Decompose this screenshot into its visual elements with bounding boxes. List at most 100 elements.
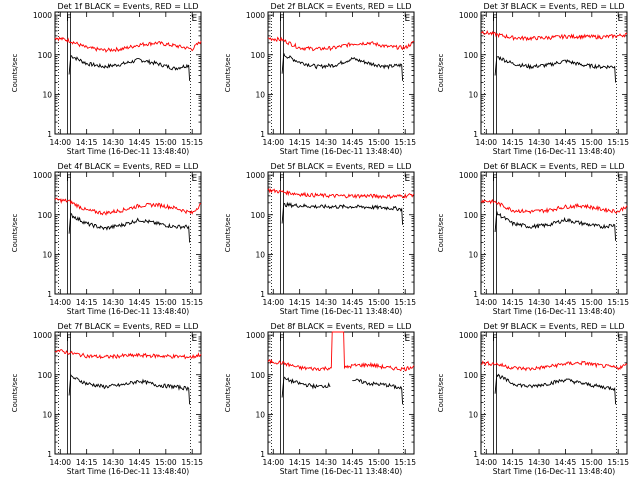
series-line-lld: [54, 349, 202, 360]
y-tick-label: 1: [47, 290, 52, 299]
panel-title: Det 9f BLACK = Events, RED = LLD: [483, 322, 624, 331]
x-tick-label: 14:15: [502, 298, 524, 307]
series-line-lld: [480, 198, 628, 215]
marker-e-label: E: [191, 334, 197, 344]
panel-title: Det 5f BLACK = Events, RED = LLD: [270, 162, 411, 171]
x-tick-label: 15:00: [581, 458, 603, 467]
x-tick-label: 14:45: [555, 298, 577, 307]
marker-f-label: F: [279, 174, 284, 184]
series-line-lld: [480, 29, 628, 42]
y-tick-label: 1000: [459, 331, 478, 340]
x-tick-label: 14:00: [49, 138, 71, 147]
x-tick-label: 14:00: [49, 298, 71, 307]
y-tick-label: 1000: [246, 171, 265, 180]
plot-frame: [480, 171, 628, 295]
x-tick-label: 15:15: [607, 138, 629, 147]
y-tick-label: 1000: [459, 11, 478, 20]
y-tick-label: 100: [464, 51, 479, 60]
x-tick-label: 15:15: [607, 458, 629, 467]
panel-title: Det 7f BLACK = Events, RED = LLD: [57, 322, 198, 331]
panel-title: Det 1f BLACK = Events, RED = LLD: [57, 2, 198, 11]
panel-det-3: Det 3f BLACK = Events, RED = LLD 1 10 100 10…: [437, 2, 629, 156]
x-tick-label: 15:00: [581, 298, 603, 307]
x-tick-label: 15:15: [181, 298, 203, 307]
x-axis-label: Start Time (16-Dec-11 13:48:40): [280, 307, 402, 316]
series-line-events: [494, 56, 617, 83]
y-tick-label: 10: [255, 410, 265, 419]
x-tick-label: 14:30: [315, 298, 337, 307]
y-tick-label: 100: [38, 211, 53, 220]
panel-title: Det 2f BLACK = Events, RED = LLD: [270, 2, 411, 11]
y-tick-label: 1: [260, 450, 265, 459]
y-tick-label: 1: [473, 290, 478, 299]
x-tick-label: 14:30: [315, 138, 337, 147]
y-tick-label: 1000: [459, 171, 478, 180]
x-tick-label: 14:15: [502, 458, 524, 467]
marker-f-label: F: [66, 174, 71, 184]
x-axis-label: Start Time (16-Dec-11 13:48:40): [493, 147, 615, 156]
x-tick-label: 14:15: [76, 458, 98, 467]
y-tick-label: 100: [464, 371, 479, 380]
x-tick-label: 15:15: [181, 458, 203, 467]
x-tick-label: 15:15: [394, 298, 416, 307]
series-line-lld: [54, 197, 202, 216]
x-tick-label: 14:00: [262, 458, 284, 467]
x-tick-label: 14:45: [129, 298, 151, 307]
y-axis-label: Counts/sec: [11, 54, 19, 93]
series-line-lld: [267, 36, 415, 52]
y-tick-label: 10: [255, 90, 265, 99]
series-line-events: [494, 373, 617, 405]
marker-e-label: E: [617, 14, 623, 24]
x-tick-label: 15:00: [368, 298, 390, 307]
panel-det-1: Det 1f BLACK = Events, RED = LLD 1 10 100 10…: [11, 2, 203, 156]
x-tick-label: 14:15: [76, 298, 98, 307]
y-tick-label: 1: [473, 450, 478, 459]
panel-title: Det 3f BLACK = Events, RED = LLD: [483, 2, 624, 11]
x-tick-label: 15:00: [368, 138, 390, 147]
series-line-lld: [267, 188, 415, 200]
marker-f-label: F: [66, 14, 71, 24]
series-line-events: [281, 201, 404, 225]
x-axis-label: Start Time (16-Dec-11 13:48:40): [280, 147, 402, 156]
y-tick-label: 1: [260, 290, 265, 299]
y-axis-label: Counts/sec: [11, 214, 19, 253]
y-tick-label: 10: [42, 250, 52, 259]
marker-e-label: E: [404, 174, 410, 184]
y-axis-label: Counts/sec: [437, 214, 445, 253]
y-tick-label: 1000: [246, 331, 265, 340]
panel-det-8: Det 8f BLACK = Events, RED = LLD 1 10 100 10…: [224, 322, 416, 476]
x-tick-label: 15:00: [155, 138, 177, 147]
x-tick-label: 14:45: [555, 458, 577, 467]
x-tick-label: 14:15: [289, 458, 311, 467]
y-axis-label: Counts/sec: [224, 214, 232, 253]
y-tick-label: 1000: [33, 171, 52, 180]
x-tick-label: 14:30: [528, 458, 550, 467]
x-axis-label: Start Time (16-Dec-11 13:48:40): [67, 467, 189, 476]
series-line-lld: [480, 360, 628, 372]
x-tick-label: 15:15: [394, 138, 416, 147]
series-line-lld: [267, 331, 415, 372]
x-tick-label: 14:30: [315, 458, 337, 467]
y-axis-label: Counts/sec: [224, 374, 232, 413]
x-tick-label: 14:45: [342, 138, 364, 147]
series-line-events: [281, 53, 404, 81]
x-tick-label: 15:00: [581, 138, 603, 147]
x-tick-label: 14:00: [262, 298, 284, 307]
y-tick-label: 1: [473, 130, 478, 139]
panel-title: Det 6f BLACK = Events, RED = LLD: [483, 162, 624, 171]
x-tick-label: 14:45: [555, 138, 577, 147]
x-tick-label: 14:45: [342, 458, 364, 467]
x-tick-label: 14:00: [475, 458, 497, 467]
panel-det-6: Det 6f BLACK = Events, RED = LLD 1 10 100 10…: [437, 162, 629, 316]
x-tick-label: 14:15: [76, 138, 98, 147]
x-tick-label: 14:45: [129, 138, 151, 147]
marker-f-label: F: [492, 334, 497, 344]
marker-e-label: E: [404, 14, 410, 24]
y-tick-label: 1: [47, 450, 52, 459]
series-line-events: [281, 376, 404, 405]
y-tick-label: 10: [42, 410, 52, 419]
plot-frame: [54, 11, 202, 135]
y-tick-label: 1: [260, 130, 265, 139]
plot-frame: [54, 331, 202, 455]
